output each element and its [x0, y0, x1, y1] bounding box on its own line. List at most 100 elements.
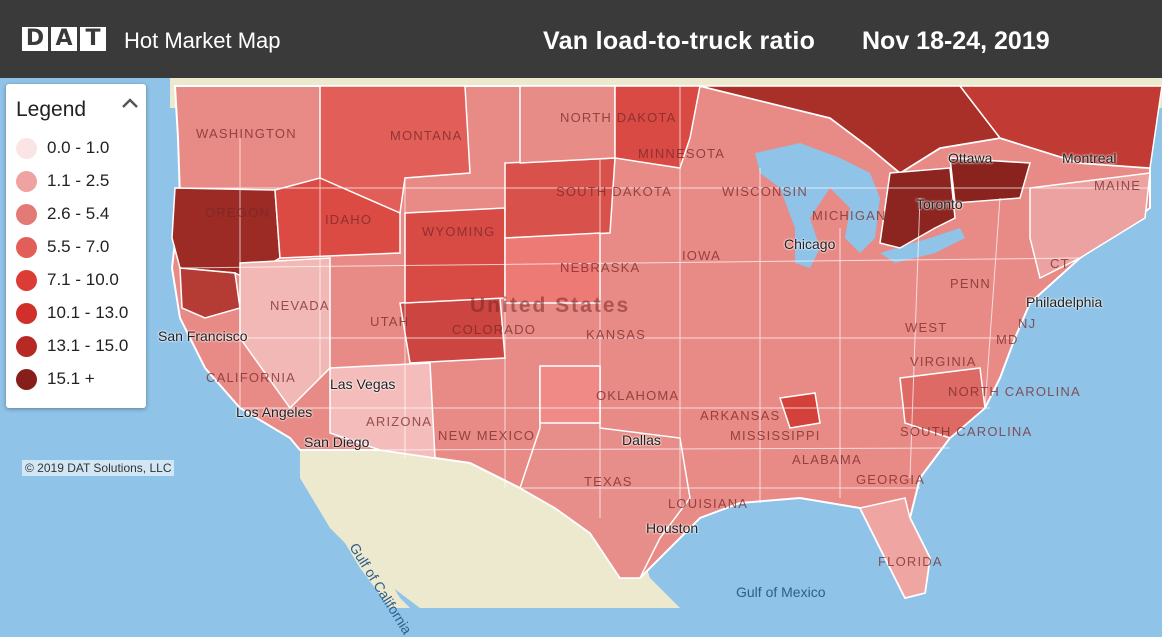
region-quebec: [958, 85, 1162, 169]
region-wyoming: [404, 207, 506, 304]
legend-item: 10.1 - 13.0: [16, 301, 128, 325]
state-label: WEST: [905, 320, 948, 335]
city-label: San Francisco: [158, 328, 248, 344]
state-label: WYOMING: [422, 224, 496, 239]
logo-letter: A: [51, 27, 77, 51]
legend-label: 15.1 +: [47, 369, 95, 388]
state-label: MICHIGAN: [812, 208, 887, 223]
state-label: IOWA: [682, 248, 721, 263]
legend-swatch: [16, 203, 37, 225]
legend-item: 0.0 - 1.0: [16, 136, 109, 160]
city-label: Ottawa: [948, 150, 993, 166]
date-range: Nov 18-24, 2019: [862, 27, 1050, 55]
legend-label: 5.5 - 7.0: [47, 237, 110, 256]
state-label: GEORGIA: [856, 472, 926, 487]
legend-swatch: [16, 368, 37, 390]
city-label: Chicago: [784, 236, 836, 252]
legend-item: 13.1 - 15.0: [16, 334, 128, 358]
legend-label: 7.1 - 10.0: [47, 270, 119, 289]
state-label: MAINE: [1094, 178, 1142, 193]
state-label: FLORIDA: [878, 554, 943, 569]
city-label: Dallas: [622, 432, 661, 448]
city-label: San Diego: [304, 434, 370, 450]
state-label: ALABAMA: [792, 452, 862, 467]
city-label: Montreal: [1062, 150, 1117, 166]
legend-swatch: [16, 335, 37, 357]
region-carolinas: [899, 367, 986, 439]
legend-swatch: [16, 269, 37, 291]
copyright-notice: © 2019 DAT Solutions, LLC: [22, 460, 175, 476]
lake-erie: [880, 228, 965, 263]
legend-swatch: [16, 137, 37, 159]
legend-item: 15.1 +: [16, 367, 95, 391]
legend-label: 13.1 - 15.0: [47, 336, 129, 355]
city-label: Los Angeles: [236, 404, 313, 420]
map-title: Van load-to-truck ratio: [543, 27, 816, 55]
state-label: TEXAS: [584, 474, 633, 489]
legend-swatch: [16, 170, 37, 192]
state-label: LOUISIANA: [668, 496, 749, 511]
state-label: COLORADO: [452, 322, 537, 337]
state-label: MISSISSIPPI: [730, 428, 821, 443]
legend-label: 10.1 - 13.0: [47, 303, 129, 322]
baja-land: [300, 450, 410, 608]
state-label: OREGON: [205, 205, 270, 220]
state-label: OKLAHOMA: [596, 388, 680, 403]
state-label: NORTH DAKOTA: [560, 110, 677, 125]
legend-label: 0.0 - 1.0: [47, 138, 110, 157]
state-label: NEW MEXICO: [438, 428, 536, 443]
state-label: SOUTH CAROLINA: [900, 424, 1033, 439]
dat-logo: D A T: [22, 27, 106, 51]
legend-swatch: [16, 302, 37, 324]
hot-market-map[interactable]: [0, 78, 1162, 608]
city-label: Houston: [646, 520, 699, 536]
legend-item: 1.1 - 2.5: [16, 169, 109, 193]
region-florida: [858, 497, 931, 599]
state-label: NEBRASKA: [560, 260, 641, 275]
state-label: ARIZONA: [366, 414, 433, 429]
state-label: UTAH: [370, 314, 410, 329]
app-title: Hot Market Map: [124, 28, 281, 53]
state-label: IDAHO: [325, 212, 373, 227]
legend-label: 2.6 - 5.4: [47, 204, 110, 223]
state-label: ARKANSAS: [700, 408, 781, 423]
country-label: United States: [470, 294, 631, 317]
state-label: VIRGINIA: [910, 354, 977, 369]
state-label: SOUTH DAKOTA: [556, 184, 673, 199]
legend-item: 2.6 - 5.4: [16, 202, 109, 226]
logo-letter: D: [22, 27, 48, 51]
region-minnesota: [614, 85, 701, 169]
state-label: MD: [996, 332, 1019, 347]
region-oklahoma: [539, 365, 601, 424]
region-borders: [175, 86, 1150, 518]
chevron-up-icon[interactable]: [120, 94, 140, 114]
region-idaho: [274, 177, 401, 259]
state-label: NJ: [1018, 316, 1037, 331]
region-tennessee: [779, 392, 821, 429]
region-arizona: [329, 362, 436, 459]
state-label: WASHINGTON: [196, 126, 297, 141]
mexico-land: [300, 450, 680, 608]
water-label: Gulf of Mexico: [736, 584, 826, 600]
state-label: MONTANA: [390, 128, 463, 143]
legend-label: 1.1 - 2.5: [47, 171, 110, 190]
state-label: NEVADA: [270, 298, 330, 313]
state-label: CALIFORNIA: [206, 370, 297, 385]
state-label: WISCONSIN: [722, 184, 808, 199]
city-label: Toronto: [916, 196, 963, 212]
city-label: Philadelphia: [1026, 294, 1103, 310]
legend-swatch: [16, 236, 37, 258]
logo-letter: T: [80, 27, 106, 51]
state-label: KANSAS: [586, 327, 646, 342]
header-bar: D A T Hot Market Map Van load-to-truck r…: [0, 0, 1162, 78]
legend-panel: Legend 0.0 - 1.0 1.1 - 2.5 2.6 - 5.4 5.5…: [6, 84, 146, 408]
great-lakes: [755, 143, 880, 268]
legend-title: Legend: [16, 98, 87, 121]
region-northern-california: [179, 267, 241, 319]
state-label: PENN: [950, 276, 991, 291]
state-label: NORTH CAROLINA: [948, 384, 1081, 399]
legend-item: 5.5 - 7.0: [16, 235, 109, 259]
legend-item: 7.1 - 10.0: [16, 268, 119, 292]
city-label: Las Vegas: [330, 376, 396, 392]
state-label: CT: [1050, 256, 1070, 271]
